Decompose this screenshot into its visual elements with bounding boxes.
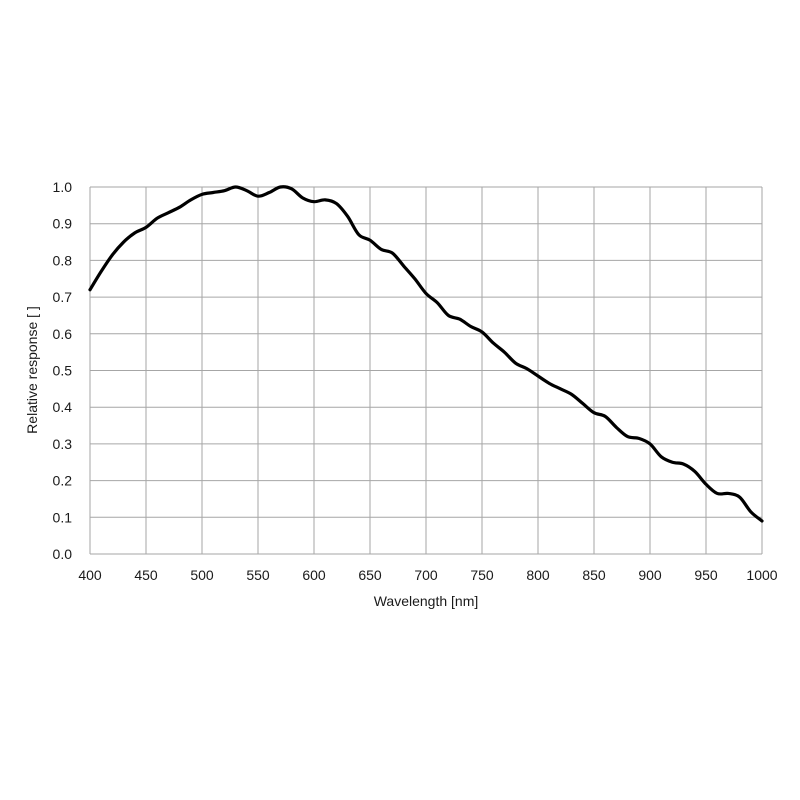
x-tick-label: 400 <box>78 567 102 583</box>
x-tick-label: 500 <box>190 567 214 583</box>
y-tick-label: 0.3 <box>53 436 73 452</box>
y-tick-label: 0.8 <box>53 252 73 268</box>
y-axis-title: Relative response [ ] <box>24 306 40 434</box>
x-tick-label: 850 <box>582 567 606 583</box>
y-tick-label: 0.4 <box>53 399 73 415</box>
y-tick-label: 0.5 <box>53 363 73 379</box>
x-tick-label: 1000 <box>746 567 777 583</box>
series-layer <box>88 185 764 523</box>
x-tick-label: 750 <box>470 567 494 583</box>
x-tick-label: 950 <box>694 567 718 583</box>
x-tick-label: 700 <box>414 567 438 583</box>
x-tick-label: 800 <box>526 567 550 583</box>
y-tick-label: 0.0 <box>53 546 73 562</box>
x-tick-labels: 400 450 500 550 600 650 700 750 800 850 900 950 1000 <box>78 567 777 583</box>
x-tick-label: 650 <box>358 567 382 583</box>
x-tick-label: 600 <box>302 567 326 583</box>
x-tick-label: 450 <box>134 567 158 583</box>
y-tick-label: 0.9 <box>53 216 73 232</box>
y-tick-label: 0.1 <box>53 509 73 525</box>
y-tick-label: 0.2 <box>53 473 73 489</box>
x-tick-label: 900 <box>638 567 662 583</box>
response-curve-line <box>88 185 764 523</box>
y-tick-labels: 0.0 0.1 0.2 0.3 0.4 0.5 0.6 0.7 0.8 0.9 1.0 <box>53 179 73 562</box>
x-axis-title: Wavelength [nm] <box>374 593 479 609</box>
y-tick-label: 0.7 <box>53 289 73 305</box>
x-tick-label: 550 <box>246 567 270 583</box>
y-tick-label: 0.6 <box>53 326 73 342</box>
y-tick-label: 1.0 <box>53 179 73 195</box>
grid-lines <box>89 186 763 555</box>
